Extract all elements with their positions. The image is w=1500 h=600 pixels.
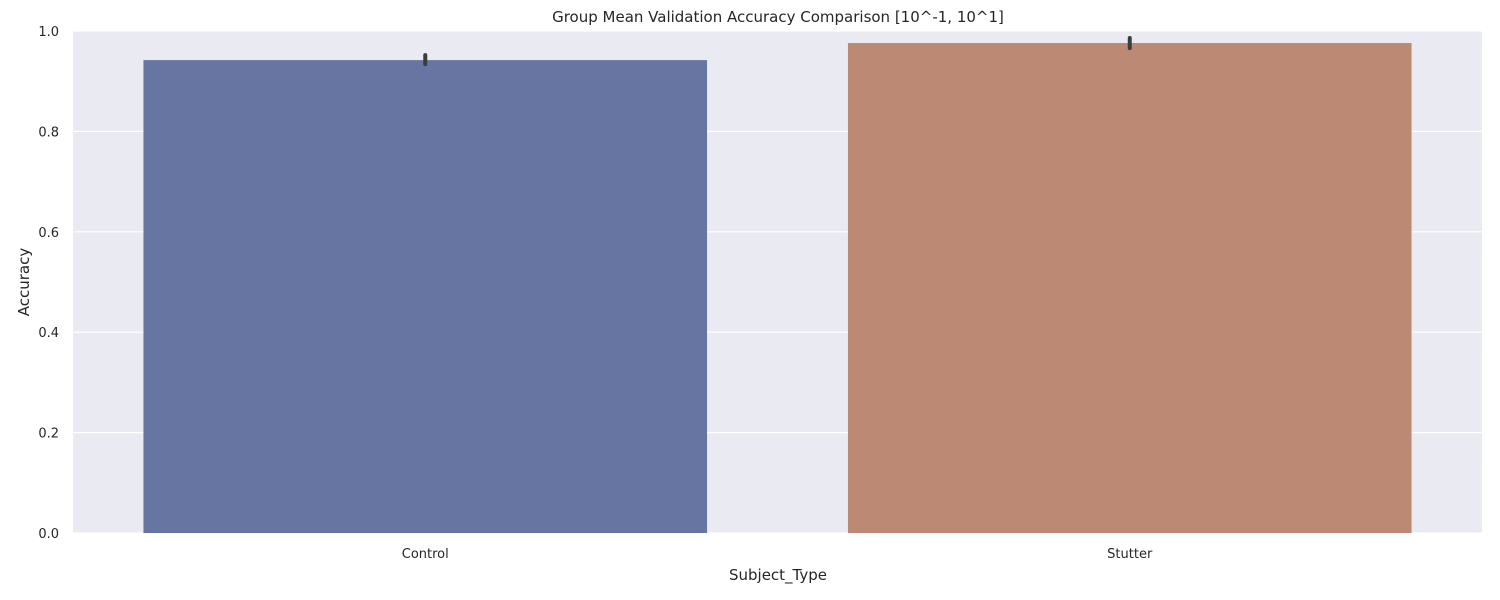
y-axis-label: Accuracy bbox=[15, 248, 33, 317]
y-tick-label: 1.0 bbox=[38, 25, 59, 40]
y-tick-label: 0.4 bbox=[38, 326, 59, 341]
bar-stutter bbox=[847, 43, 1412, 533]
x-tick-label: Control bbox=[402, 547, 449, 562]
y-tick-label: 0.8 bbox=[38, 125, 59, 140]
x-axis-label: Subject_Type bbox=[729, 566, 827, 585]
chart-title: Group Mean Validation Accuracy Compariso… bbox=[552, 8, 1004, 26]
y-tick-labels: 0.0 0.2 0.4 0.6 0.8 1.0 bbox=[38, 25, 59, 542]
y-tick-label: 0.6 bbox=[38, 226, 59, 241]
y-tick-label: 0.2 bbox=[38, 427, 59, 442]
bar-control bbox=[143, 60, 708, 534]
bars bbox=[143, 43, 1412, 534]
y-tick-label: 0.0 bbox=[38, 527, 59, 542]
x-tick-label: Stutter bbox=[1107, 547, 1153, 562]
error-bars bbox=[423, 36, 1132, 67]
x-tick-labels: Control Stutter bbox=[402, 547, 1153, 562]
